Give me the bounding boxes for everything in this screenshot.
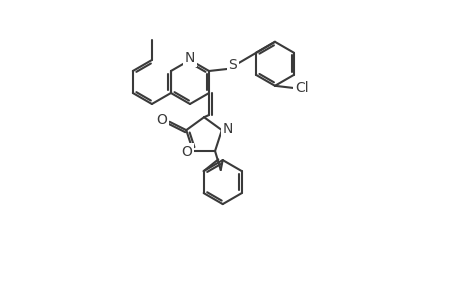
Text: O: O <box>156 113 167 127</box>
Text: N: N <box>222 122 233 136</box>
Text: O: O <box>181 145 192 159</box>
Text: N: N <box>185 51 195 65</box>
Text: Cl: Cl <box>294 81 308 95</box>
Text: S: S <box>228 58 237 72</box>
